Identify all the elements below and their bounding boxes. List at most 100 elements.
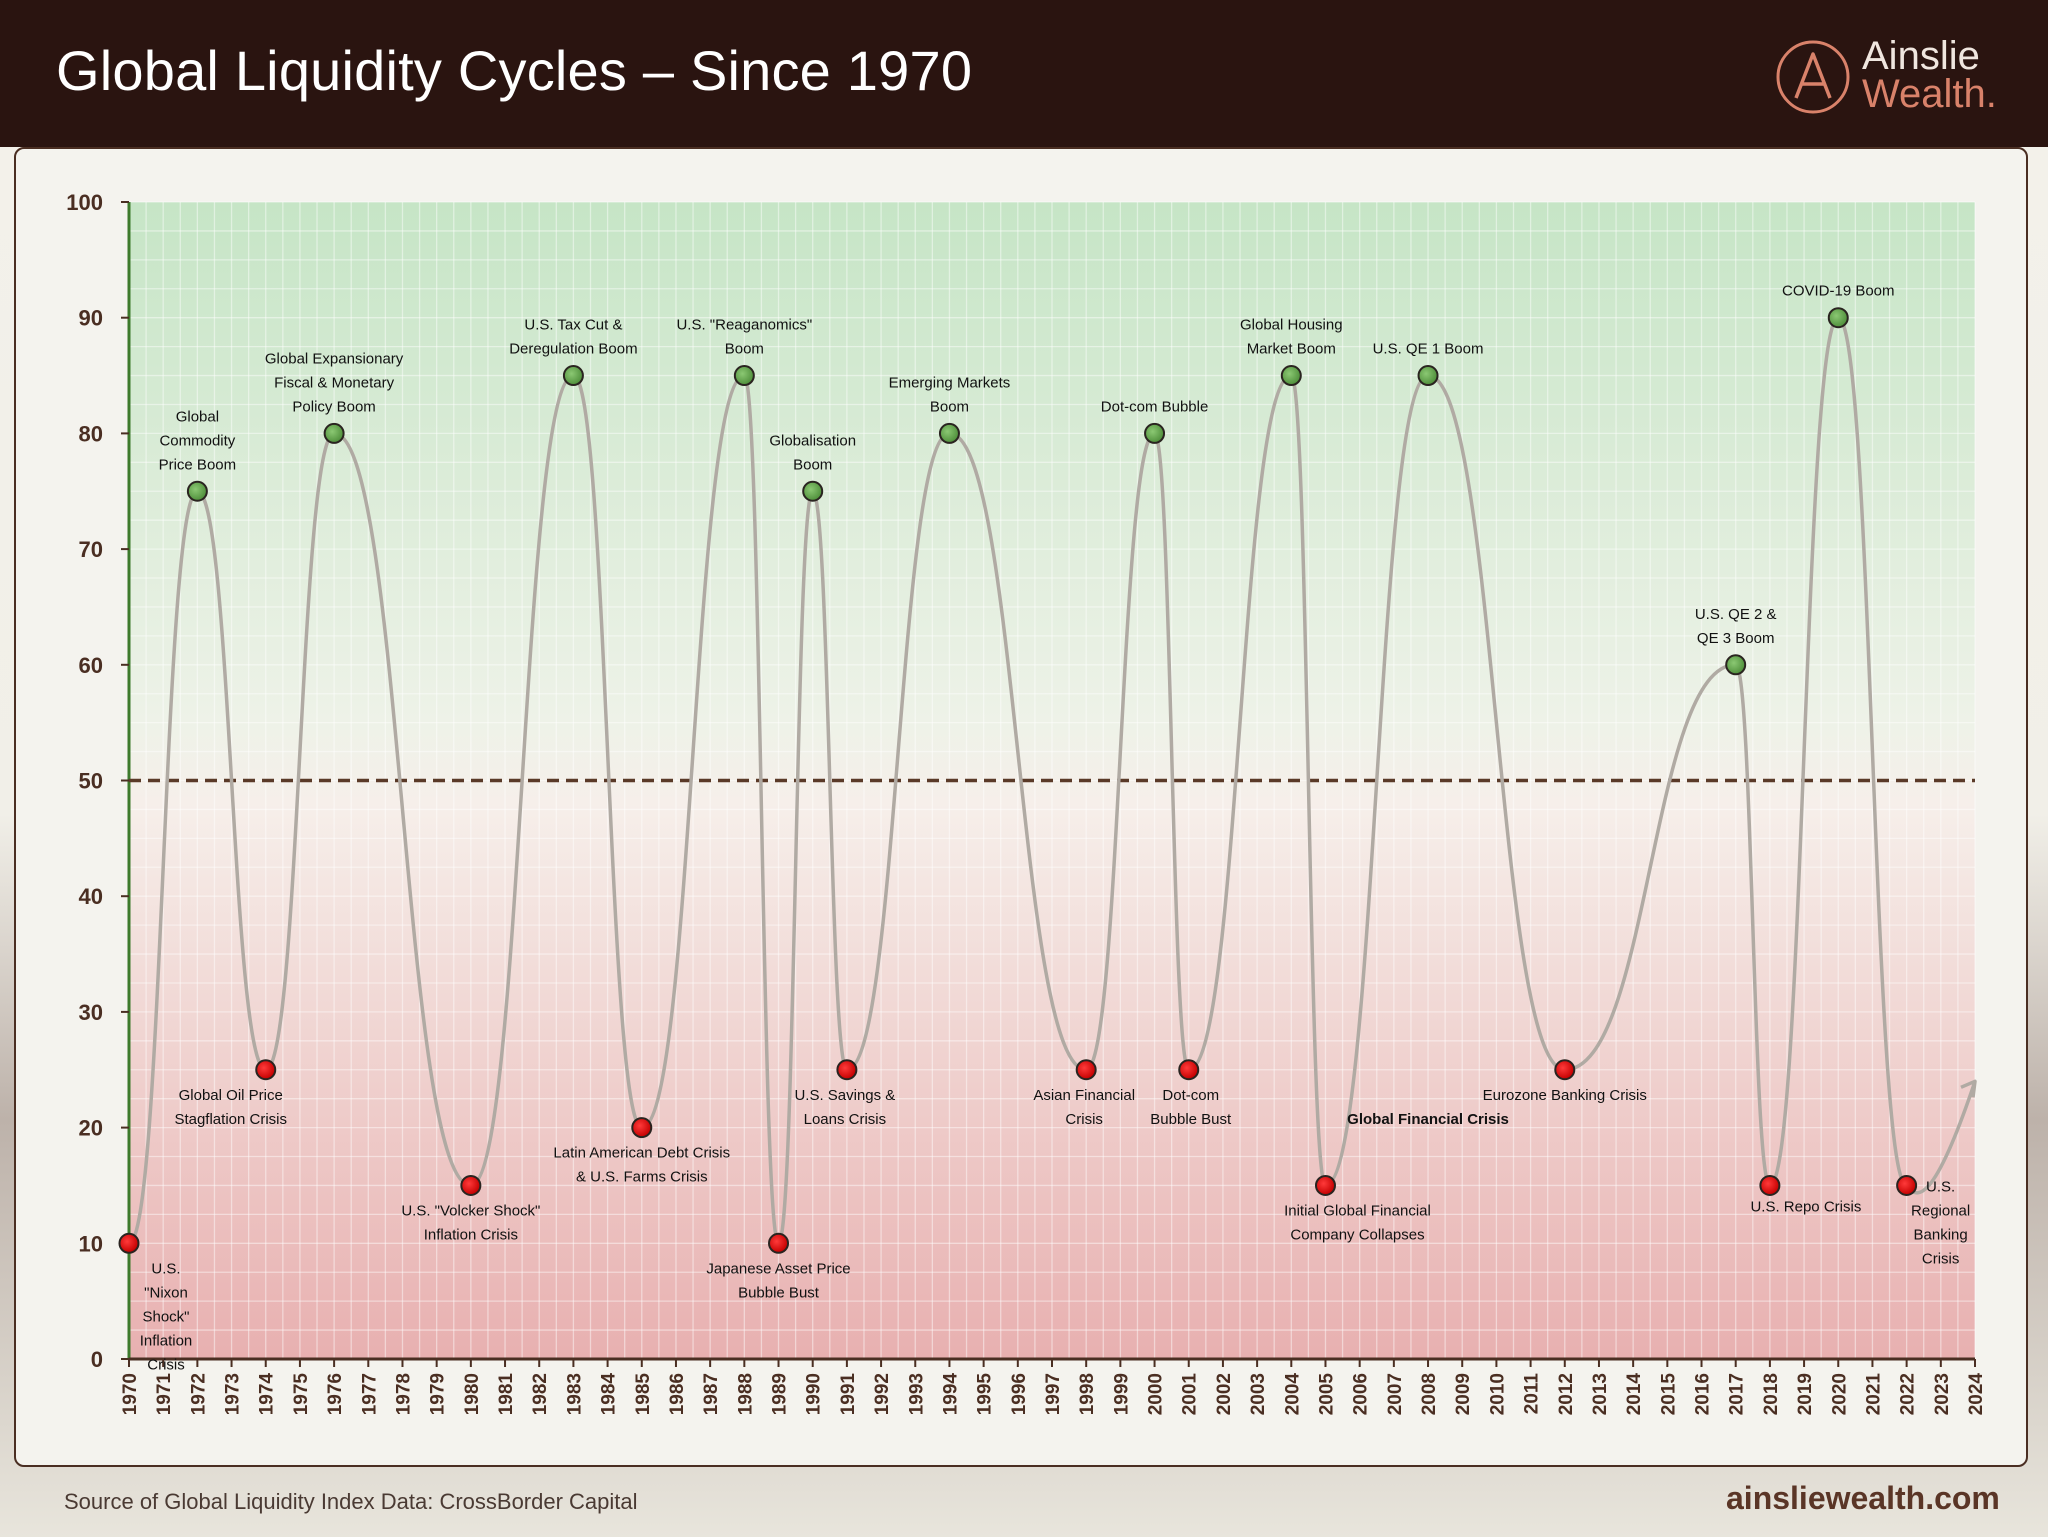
y-tick-label: 70 (79, 537, 103, 562)
x-tick-label: 1988 (735, 1373, 756, 1415)
crisis-label: Bubble Bust (738, 1284, 820, 1301)
x-tick-label: 1982 (530, 1373, 551, 1415)
y-tick-label: 90 (79, 306, 103, 331)
boom-label: Fiscal & Monetary (274, 374, 395, 391)
crisis-label: U.S. Repo Crisis (1750, 1198, 1861, 1215)
website-link[interactable]: ainsliewealth.com (1726, 1480, 2000, 1516)
x-tick-label: 2016 (1693, 1373, 1714, 1415)
x-tick-label: 1993 (906, 1373, 927, 1415)
crisis-point (255, 1059, 277, 1081)
boom-point (1827, 307, 1849, 329)
y-tick-label: 30 (79, 1000, 103, 1025)
data-points (118, 307, 1918, 1254)
crisis-label: Banking (1914, 1226, 1968, 1243)
x-tick-label: 1978 (393, 1373, 414, 1415)
x-tick-label: 2020 (1829, 1373, 1850, 1415)
boom-label: U.S. QE 1 Boom (1373, 341, 1484, 358)
x-tick-label: 1995 (975, 1373, 996, 1416)
crisis-point (1896, 1174, 1918, 1196)
x-tick-label: 1986 (667, 1373, 688, 1415)
crisis-point (1178, 1059, 1200, 1081)
x-tick-label: 1974 (257, 1373, 278, 1416)
x-tick-label: 1991 (838, 1373, 859, 1416)
boom-point (1280, 365, 1302, 387)
x-tick-label: 1999 (1111, 1373, 1132, 1415)
x-tick-label: 2024 (1966, 1373, 1987, 1416)
x-tick-label: 1981 (496, 1373, 517, 1416)
x-tick-label: 2000 (1146, 1373, 1167, 1415)
crisis-point (1554, 1059, 1576, 1081)
x-tick-label: 2019 (1795, 1373, 1816, 1415)
crisis-label: Stagflation Crisis (174, 1111, 287, 1128)
x-tick-label: 2022 (1898, 1373, 1919, 1415)
boom-label: Market Boom (1247, 341, 1336, 358)
x-tick-label: 1984 (599, 1373, 620, 1416)
y-tick-label: 50 (79, 769, 103, 794)
boom-point (938, 422, 960, 444)
crisis-label: Dot-com (1162, 1087, 1219, 1104)
x-tick-label: 1972 (188, 1373, 209, 1415)
boom-label: Policy Boom (292, 398, 375, 415)
x-tick-label: 2007 (1385, 1373, 1406, 1415)
crisis-label: Japanese Asset Price (706, 1260, 850, 1277)
crisis-label: Loans Crisis (804, 1111, 887, 1128)
boom-label: Emerging Markets (889, 374, 1011, 391)
y-tick-label: 80 (79, 421, 103, 446)
x-tick-label: 2018 (1761, 1373, 1782, 1415)
boom-point (1725, 654, 1747, 676)
x-tick-label: 1975 (291, 1373, 312, 1416)
crisis-label: Crisis (147, 1356, 185, 1373)
crisis-label: Eurozone Banking Crisis (1483, 1087, 1647, 1104)
logo-mark-icon (1776, 40, 1850, 114)
crisis-label: U.S. (1926, 1178, 1955, 1195)
crisis-label: Global Oil Price (179, 1087, 283, 1104)
crisis-label: & U.S. Farms Crisis (576, 1169, 708, 1186)
point-labels: U.S. "Nixon Shock" Inflation Crisis Global Com… (140, 283, 1971, 1374)
crisis-label: Bubble Bust (1150, 1111, 1232, 1128)
boom-point (1417, 365, 1439, 387)
x-tick-label: 1994 (940, 1373, 961, 1416)
y-tick-label: 0 (91, 1347, 103, 1372)
crisis-label: Initial Global Financial (1284, 1202, 1431, 1219)
y-tick-label: 60 (79, 653, 103, 678)
crisis-label: Latin American Debt Crisis (553, 1145, 730, 1162)
x-tick-label: 2003 (1248, 1373, 1269, 1415)
x-tick-label: 1985 (633, 1373, 654, 1416)
boom-label: Dot-com Bubble (1101, 398, 1209, 415)
y-tick-label: 10 (79, 1231, 103, 1256)
crisis-label: Crisis (1922, 1250, 1960, 1267)
x-tick-label: 2015 (1658, 1373, 1679, 1416)
x-tick-label: 1970 (120, 1373, 141, 1415)
logo-text-ainslie: Ainslie (1862, 34, 1980, 78)
x-tick-label: 1992 (872, 1373, 893, 1415)
crisis-point (118, 1232, 140, 1254)
boom-label: Global Expansionary (265, 350, 404, 367)
crisis-point (1759, 1174, 1781, 1196)
boom-point (186, 480, 208, 502)
x-tick-label: 1996 (1009, 1373, 1030, 1415)
y-tick-label: 20 (79, 1116, 103, 1141)
x-tick-label: 1973 (223, 1373, 244, 1415)
boom-point (733, 365, 755, 387)
crisis-label: Asian Financial (1033, 1087, 1135, 1104)
boom-label: Boom (725, 341, 764, 358)
crisis-point (1314, 1174, 1336, 1196)
crisis-label: U.S. (151, 1260, 180, 1277)
crisis-label: U.S. "Volcker Shock" (401, 1202, 540, 1219)
x-tick-label: 2005 (1316, 1373, 1337, 1416)
x-tick-label: 2021 (1863, 1373, 1884, 1416)
y-tick-label: 100 (66, 190, 103, 215)
boom-label: Boom (930, 398, 969, 415)
crisis-point (631, 1117, 653, 1139)
boom-point (802, 480, 824, 502)
boom-point (1144, 422, 1166, 444)
crisis-label: Crisis (1065, 1111, 1103, 1128)
source-note: Source of Global Liquidity Index Data: C… (64, 1489, 638, 1514)
boom-label: U.S. "Reaganomics" (676, 317, 812, 334)
x-tick-label: 2013 (1590, 1373, 1611, 1415)
crisis-label: Inflation Crisis (424, 1226, 518, 1243)
x-tick-label: 1997 (1043, 1373, 1064, 1415)
x-tick-label: 2001 (1180, 1373, 1201, 1416)
x-tick-label: 1980 (462, 1373, 483, 1415)
boom-label: Deregulation Boom (509, 341, 637, 358)
